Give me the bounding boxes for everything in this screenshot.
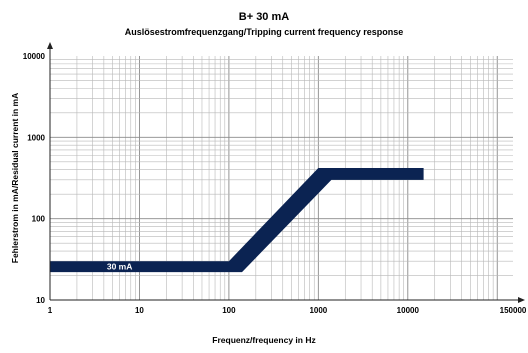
x-tick-label: 10 bbox=[135, 306, 144, 315]
x-tick-label: 100 bbox=[222, 306, 236, 315]
chart-subtitle: Auslösestromfrequenzgang/Tripping curren… bbox=[125, 27, 404, 37]
y-axis-arrow bbox=[47, 42, 53, 49]
tripping-band bbox=[50, 168, 424, 273]
x-axis-label: Frequenz/frequency in Hz bbox=[212, 335, 315, 345]
x-axis-arrow bbox=[518, 297, 525, 303]
axes bbox=[47, 42, 525, 303]
x-tick-label: 1000 bbox=[309, 306, 327, 315]
band-label: 30 mA bbox=[107, 262, 133, 272]
x-tick-label: 150000 bbox=[500, 306, 527, 315]
x-tick-label: 1 bbox=[48, 306, 53, 315]
y-tick-label: 1000 bbox=[27, 133, 45, 142]
y-tick-label: 10 bbox=[36, 296, 45, 305]
chart-title: B+ 30 mA bbox=[239, 11, 289, 23]
x-tick-label: 10000 bbox=[397, 306, 420, 315]
y-tick-label: 100 bbox=[32, 215, 46, 224]
y-axis-label: Fehlerstrom in mA/Residual current in mA bbox=[10, 93, 20, 264]
y-tick-label: 10000 bbox=[23, 52, 46, 61]
plot-area: 30 mA bbox=[50, 168, 424, 273]
